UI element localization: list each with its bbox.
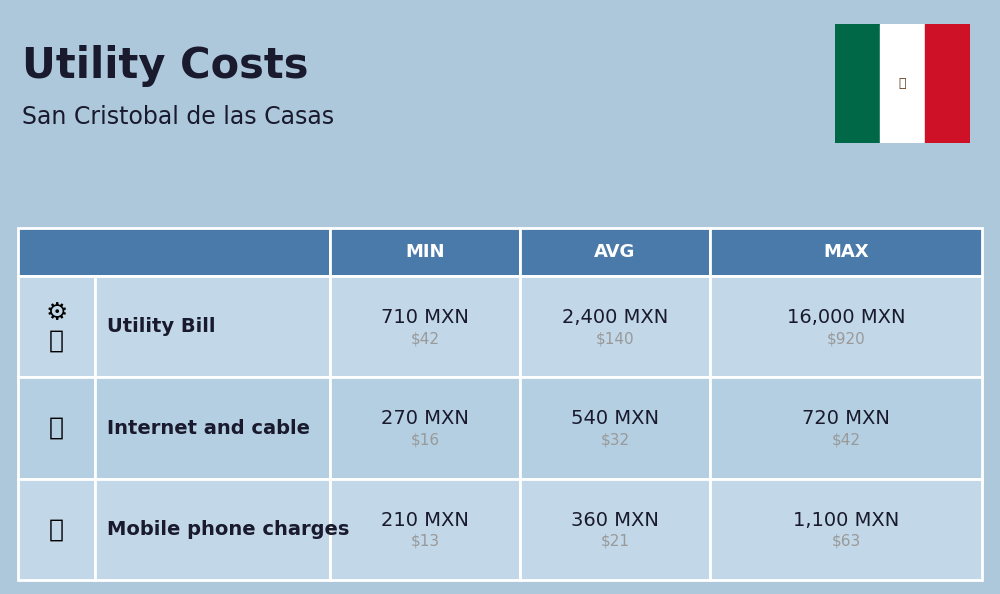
- Text: $13: $13: [410, 534, 440, 549]
- Text: 270 MXN: 270 MXN: [381, 409, 469, 428]
- Text: ⚙
💡: ⚙ 💡: [45, 301, 68, 353]
- Bar: [520, 377, 710, 479]
- Bar: [520, 479, 710, 580]
- Bar: [710, 479, 982, 580]
- Text: Utility Costs: Utility Costs: [22, 45, 308, 87]
- Text: 2,400 MXN: 2,400 MXN: [562, 308, 668, 327]
- Text: 540 MXN: 540 MXN: [571, 409, 659, 428]
- Text: MAX: MAX: [823, 243, 869, 261]
- Text: Utility Bill: Utility Bill: [107, 317, 216, 336]
- Bar: [710, 377, 982, 479]
- Text: $16: $16: [410, 432, 440, 447]
- Text: 📱: 📱: [49, 517, 64, 541]
- Text: Internet and cable: Internet and cable: [107, 419, 310, 438]
- Bar: [18, 276, 95, 377]
- Bar: [520, 276, 710, 377]
- Text: San Cristobal de las Casas: San Cristobal de las Casas: [22, 105, 334, 129]
- Bar: [18, 479, 95, 580]
- Bar: [710, 276, 982, 377]
- Text: $42: $42: [832, 432, 860, 447]
- Bar: [18, 377, 95, 479]
- Bar: [330, 228, 520, 276]
- Bar: [95, 276, 330, 377]
- Text: $920: $920: [827, 331, 865, 346]
- Text: 16,000 MXN: 16,000 MXN: [787, 308, 905, 327]
- Bar: [330, 377, 520, 479]
- Text: $21: $21: [600, 534, 630, 549]
- Text: 🦅: 🦅: [899, 77, 906, 90]
- Text: 1,100 MXN: 1,100 MXN: [793, 511, 899, 530]
- Text: Mobile phone charges: Mobile phone charges: [107, 520, 349, 539]
- Bar: [880, 24, 925, 143]
- Bar: [835, 24, 880, 143]
- Bar: [95, 377, 330, 479]
- Text: MIN: MIN: [405, 243, 445, 261]
- Bar: [925, 24, 970, 143]
- Text: AVG: AVG: [594, 243, 636, 261]
- Bar: [330, 479, 520, 580]
- Text: 710 MXN: 710 MXN: [381, 308, 469, 327]
- Text: 210 MXN: 210 MXN: [381, 511, 469, 530]
- Text: 720 MXN: 720 MXN: [802, 409, 890, 428]
- Bar: [95, 479, 330, 580]
- Text: $42: $42: [411, 331, 440, 346]
- Bar: [710, 228, 982, 276]
- Bar: [330, 276, 520, 377]
- Text: 📶: 📶: [49, 416, 64, 440]
- Text: 360 MXN: 360 MXN: [571, 511, 659, 530]
- Bar: [18, 228, 330, 276]
- Text: $32: $32: [600, 432, 630, 447]
- Text: $63: $63: [831, 534, 861, 549]
- Text: $140: $140: [596, 331, 634, 346]
- Bar: [520, 228, 710, 276]
